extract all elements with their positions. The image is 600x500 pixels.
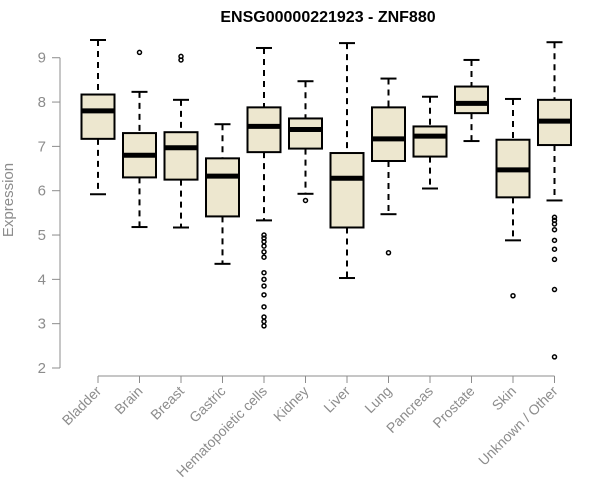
outlier-point	[261, 232, 267, 238]
y-axis-label: Expression	[0, 163, 17, 237]
x-tick-label: Skin	[489, 383, 520, 414]
iqr-box	[80, 93, 116, 140]
outlier-point	[178, 53, 184, 60]
iqr-box	[288, 117, 323, 150]
iqr-box	[329, 152, 365, 229]
box-prostate	[454, 58, 489, 143]
y-tick-label: 7	[38, 138, 46, 155]
y-tick-label: 3	[38, 316, 46, 333]
outlier-point	[551, 214, 558, 221]
iqr-box	[371, 106, 406, 163]
box-brain	[122, 49, 157, 229]
x-tick-label: Liver	[320, 383, 353, 416]
outlier-point	[261, 314, 267, 320]
outlier-point	[261, 249, 267, 255]
outlier-point	[551, 221, 558, 227]
outlier-point	[261, 243, 267, 249]
box-breast	[163, 53, 199, 229]
outlier-point	[551, 226, 558, 233]
outlier-point	[136, 49, 143, 56]
outlier-point	[302, 197, 309, 204]
box-skin	[495, 97, 531, 299]
iqr-box	[454, 85, 489, 115]
outlier-point	[261, 304, 267, 310]
outlier-point	[551, 256, 558, 263]
iqr-box	[412, 125, 448, 158]
outlier-point	[551, 286, 558, 293]
outlier-point	[510, 293, 516, 299]
outlier-point	[261, 238, 267, 245]
outlier-point	[261, 269, 267, 276]
box-unknown-other	[537, 41, 572, 360]
y-axis: 2 3 4 5 6 7 8 9	[38, 50, 61, 377]
outlier-point	[261, 323, 267, 329]
x-tick-label: Lung	[361, 383, 394, 416]
y-tick-label: 2	[38, 360, 46, 377]
x-tick-label: Unknown / Other	[475, 383, 561, 469]
outlier-point	[261, 292, 267, 298]
outlier-point	[385, 250, 392, 256]
box-pancreas	[412, 95, 448, 190]
iqr-box	[163, 131, 199, 181]
outlier-point	[261, 254, 267, 260]
outlier-point	[551, 237, 558, 244]
box-bladder	[80, 39, 116, 196]
chart-title: ENSG00000221923 - ZNF880	[220, 9, 435, 26]
box-hematopoietic-cells	[246, 46, 282, 329]
y-tick-label: 8	[38, 94, 46, 111]
x-tick-label: Bladder	[59, 383, 105, 429]
box-lung	[371, 77, 406, 256]
y-tick-label: 5	[38, 227, 46, 244]
iqr-box	[205, 157, 240, 218]
y-tick-label: 9	[38, 50, 46, 67]
x-tick-label: Breast	[147, 383, 187, 423]
y-tick-label: 4	[38, 271, 46, 288]
y-tick-label: 6	[38, 183, 46, 200]
boxes-group	[80, 39, 572, 360]
box-liver	[329, 42, 365, 280]
x-tick-label: Brain	[111, 383, 145, 417]
box-gastric	[205, 123, 240, 265]
box-kidney	[288, 80, 323, 204]
outlier-point	[261, 318, 267, 325]
outlier-point	[261, 283, 267, 289]
outlier-point	[551, 354, 558, 360]
outlier-point	[551, 246, 558, 252]
x-tick-label: Kidney	[270, 383, 312, 425]
x-tick-label: Prostate	[429, 383, 477, 431]
outlier-point	[261, 276, 267, 283]
iqr-box	[246, 106, 282, 154]
